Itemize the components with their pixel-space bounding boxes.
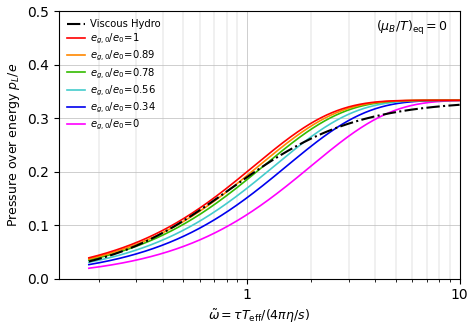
X-axis label: $\tilde{\omega}=\tau T_{\rm eff}/(4\pi\eta/s)$: $\tilde{\omega}=\tau T_{\rm eff}/(4\pi\e…	[208, 308, 310, 325]
Legend: Viscous Hydro, $e_{g,0}/e_0\!=\!1$, $e_{g,0}/e_0\!=\!0.89$, $e_{g,0}/e_0\!=\!0.7: Viscous Hydro, $e_{g,0}/e_0\!=\!1$, $e_{…	[64, 16, 164, 135]
Text: $(\mu_B/T)_{\rm eq}=0$: $(\mu_B/T)_{\rm eq}=0$	[376, 19, 447, 37]
Y-axis label: Pressure over energy $p_L/e$: Pressure over energy $p_L/e$	[6, 63, 21, 227]
